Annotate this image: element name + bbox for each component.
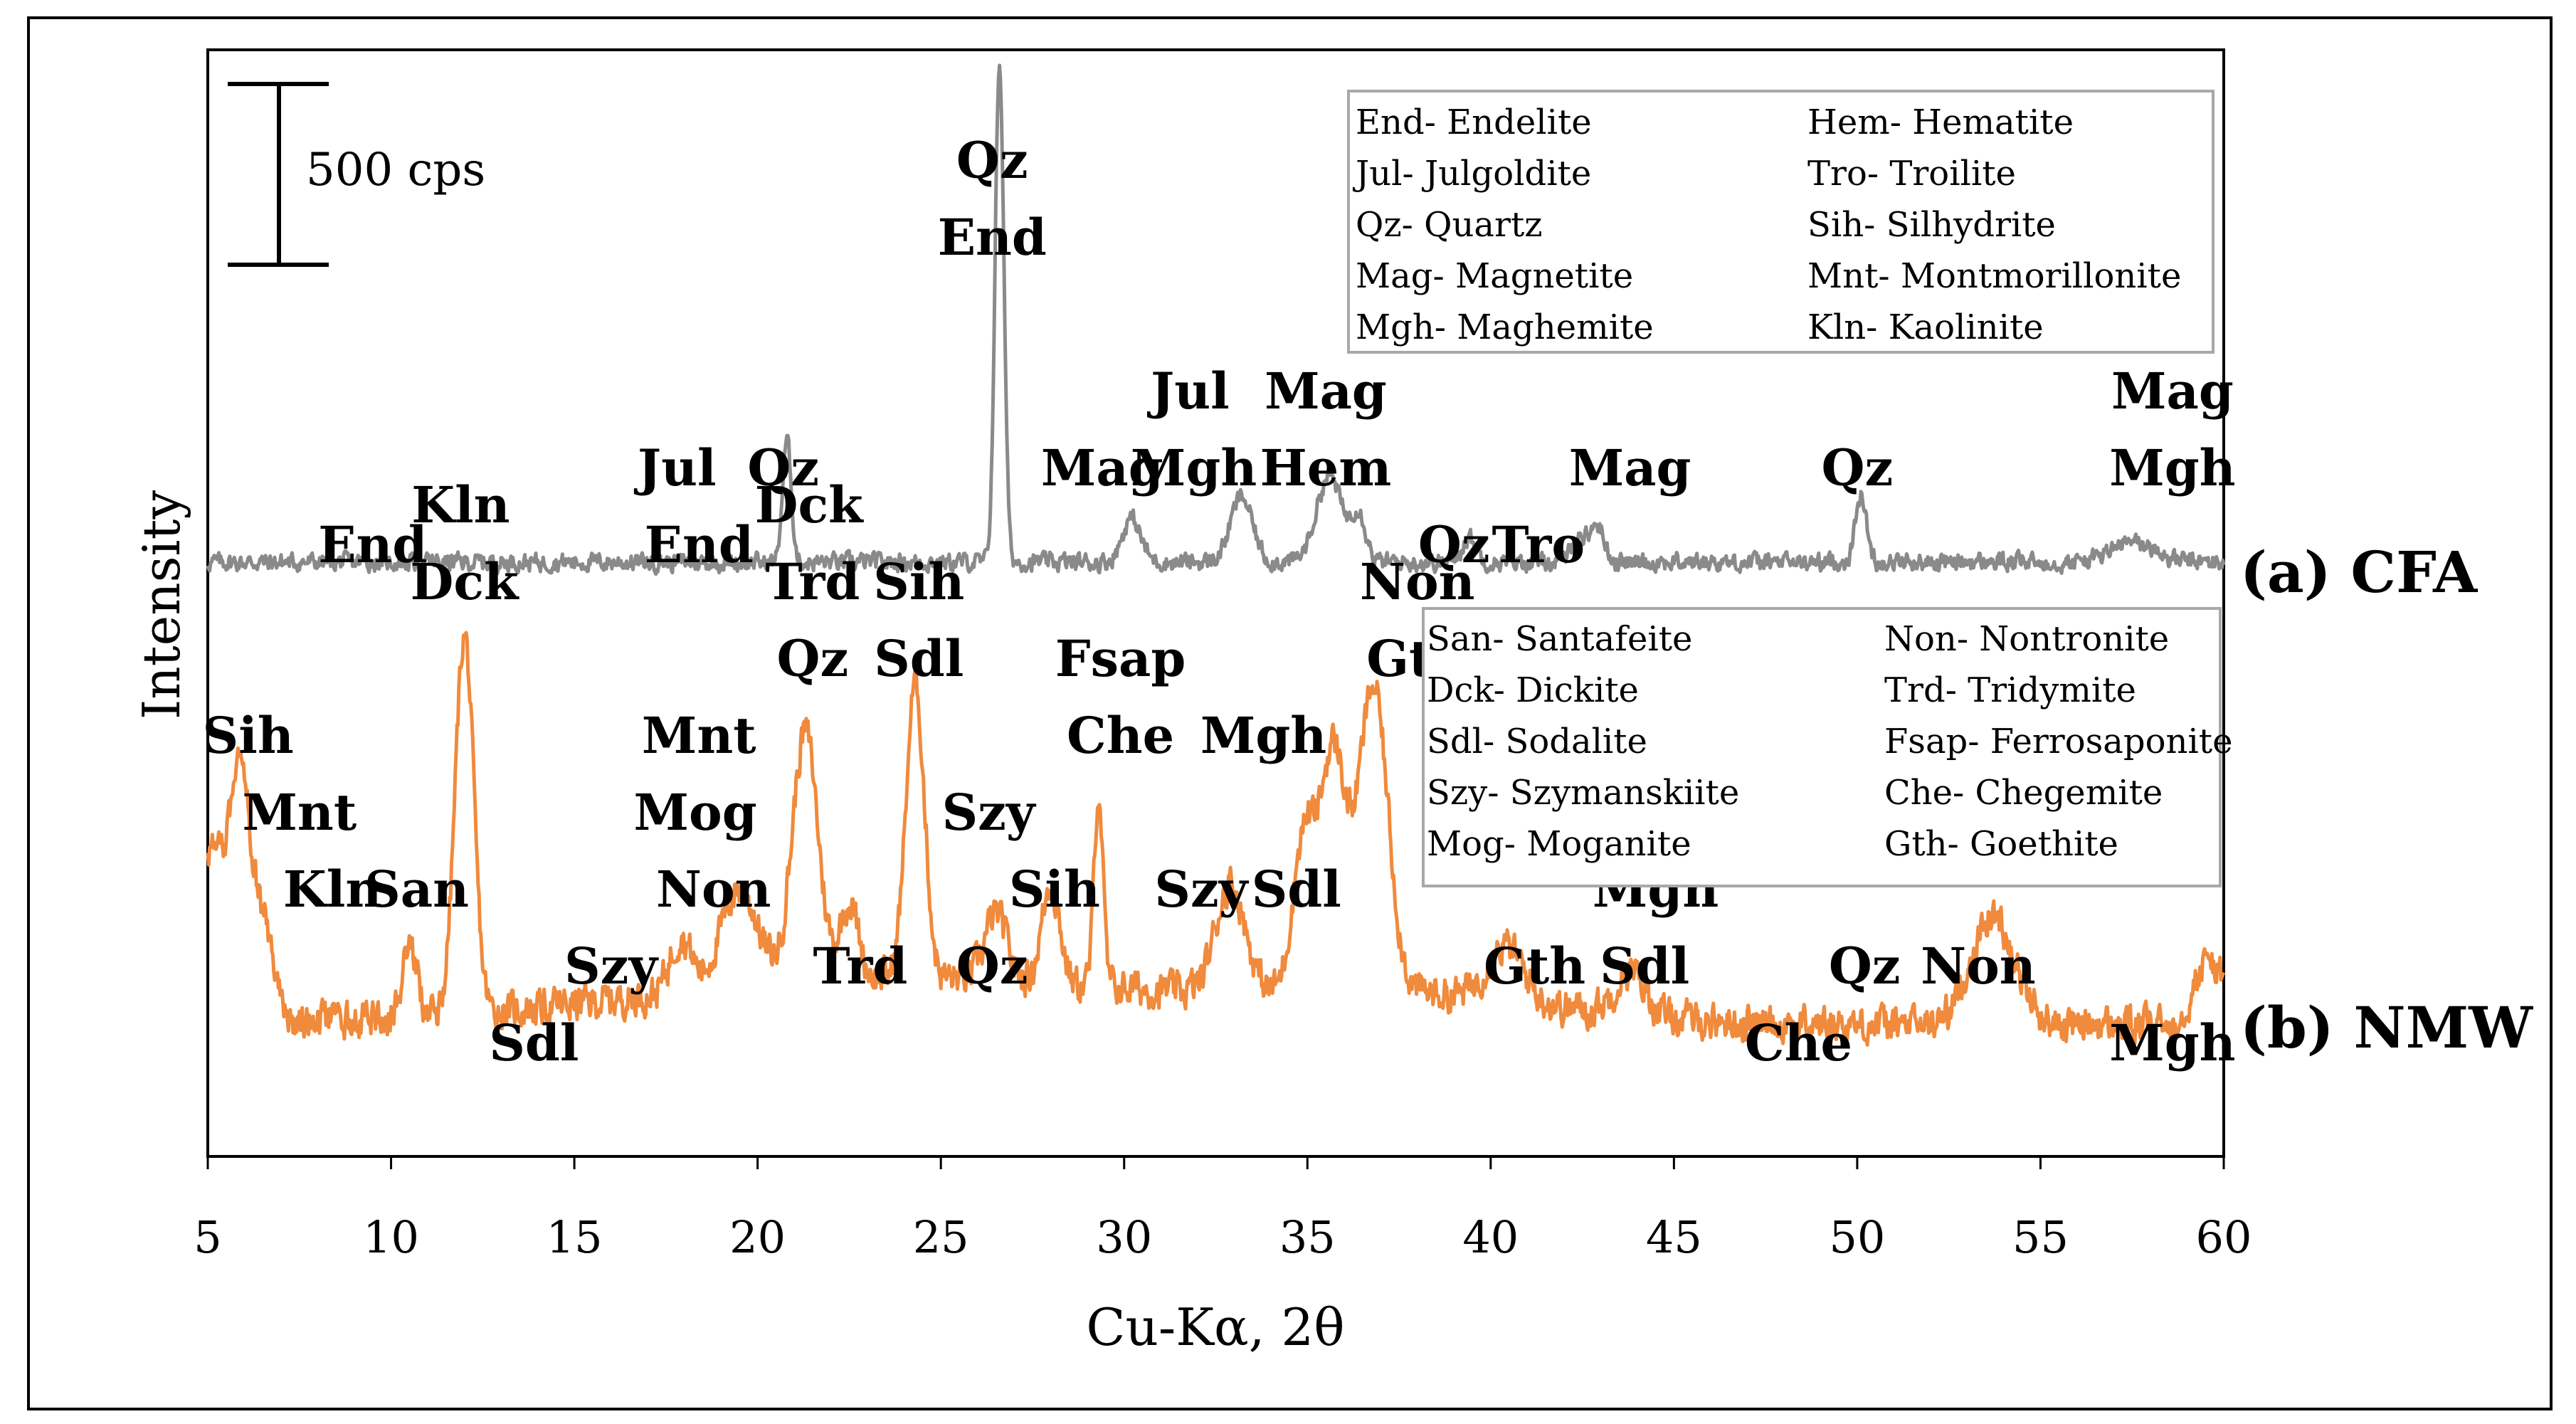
- series-label-cfa: (a) CFA: [2240, 539, 2478, 606]
- peak-label: Dck: [755, 475, 864, 534]
- x-tick-label: 55: [2012, 1211, 2069, 1263]
- peak-label: Sih: [1009, 860, 1100, 919]
- peak-label: Mnt: [242, 783, 357, 842]
- peak-label: Mgh: [2109, 438, 2235, 497]
- legend-cfa-entry: Qz- Quartz: [1356, 205, 1543, 245]
- peak-label: Jul: [1146, 362, 1230, 421]
- legend-nmw-entry: Mog- Moganite: [1427, 824, 1691, 864]
- legend-cfa-entry: Mgh- Maghemite: [1356, 307, 1654, 347]
- peak-label: Qz: [777, 629, 849, 688]
- peak-label: Sdl: [874, 629, 964, 688]
- peak-label: Qz: [956, 131, 1028, 190]
- legend-nmw-entry: Szy- Szymanskiite: [1427, 773, 1739, 813]
- x-tick-label: 15: [547, 1211, 603, 1263]
- legend-nmw-entry: Che- Chegemite: [1884, 773, 2163, 813]
- peak-label: Mag: [1041, 438, 1163, 497]
- peak-label: Mog: [634, 783, 757, 842]
- legend-cfa-entry: Mag- Magnetite: [1356, 256, 1633, 296]
- peak-label: Mgh: [2109, 1013, 2235, 1072]
- plot-area-frame: [206, 48, 2225, 1158]
- legend-cfa: End- Endelite Jul- Julgoldite Qz- Quartz…: [1347, 90, 2215, 354]
- x-axis-title: Cu-Kα, 2θ: [1086, 1297, 1344, 1357]
- peak-label: Qz: [1829, 937, 1901, 996]
- peak-label: Non: [656, 860, 771, 919]
- scale-bar-label: 500 cps: [306, 144, 485, 196]
- peak-label: Tro: [1492, 515, 1585, 574]
- legend-cfa-entry: End- Endelite: [1356, 102, 1592, 142]
- legend-cfa-entry: Sih- Silhydrite: [1807, 205, 2056, 245]
- peak-label: Sih: [203, 706, 294, 765]
- x-tick-label: 40: [1462, 1211, 1519, 1263]
- peak-label: Fsap: [1055, 629, 1186, 688]
- peak-label: Mgh: [1200, 706, 1326, 765]
- peak-label: Non: [1360, 552, 1475, 611]
- y-axis-title: Intensity: [132, 490, 191, 720]
- series-line-cfa: [206, 63, 2226, 576]
- peak-label: Dck: [411, 552, 519, 611]
- peak-label: Trd: [765, 552, 860, 611]
- x-tick-label: 35: [1279, 1211, 1336, 1263]
- legend-cfa-entry: Jul- Julgoldite: [1352, 154, 1591, 194]
- legend-cfa-entry: Tro- Troilite: [1807, 154, 2016, 194]
- x-tick-label: 25: [913, 1211, 969, 1263]
- legend-nmw: San- Santafeite Dck- Dickite Sdl- Sodali…: [1422, 607, 2232, 887]
- peak-label: Non: [1921, 937, 2036, 996]
- peak-labels-nmw: SihMntKlnSanKlnDckSdlSzyMntMogNonDckTrdQ…: [203, 475, 2236, 1072]
- peak-label: Jul: [633, 438, 717, 497]
- peak-label: Gth: [1484, 937, 1585, 996]
- peak-label: Szy: [564, 937, 659, 996]
- peak-label: Szy: [1154, 860, 1249, 919]
- peak-label: Che: [1745, 1013, 1852, 1072]
- legend-nmw-entry: Dck- Dickite: [1427, 670, 1639, 710]
- peak-label: Che: [1067, 706, 1174, 765]
- x-tick-label: 60: [2196, 1211, 2252, 1263]
- legend-nmw-entry: Non- Nontronite: [1884, 619, 2169, 659]
- peak-label: Mgh: [1131, 438, 1257, 497]
- x-tick-label: 50: [1829, 1211, 1885, 1263]
- peak-label: Sih: [873, 552, 964, 611]
- legend-nmw-entry: San- Santafeite: [1427, 619, 1692, 659]
- peak-label: Hem: [1260, 438, 1392, 497]
- peak-label: Sdl: [489, 1013, 579, 1072]
- scale-bar: 500 cps: [228, 82, 485, 267]
- peak-label: Qz: [956, 937, 1028, 996]
- peak-label: Sdl: [1252, 860, 1341, 919]
- peak-label: Sdl: [1600, 937, 1689, 996]
- x-tick-label: 45: [1646, 1211, 1702, 1263]
- peak-label: Kln: [283, 860, 381, 919]
- peak-label: End: [938, 208, 1047, 267]
- legend-cfa-box: [1347, 90, 2215, 354]
- peak-label: Mag: [1569, 438, 1691, 497]
- x-tick-label: 30: [1096, 1211, 1152, 1263]
- peak-label: Qz: [1822, 438, 1894, 497]
- legend-cfa-entry: Hem- Hematite: [1807, 102, 2074, 142]
- x-tick-label: 10: [363, 1211, 419, 1263]
- peak-label: Mag: [2111, 362, 2234, 421]
- peak-label: Qz: [1418, 515, 1490, 574]
- peak-label: Kln: [411, 475, 510, 534]
- x-tick-label: 20: [729, 1211, 786, 1263]
- legend-cfa-entry: Kln- Kaolinite: [1807, 307, 2044, 347]
- figure-border: [27, 16, 2553, 1410]
- legend-nmw-entry: Sdl- Sodalite: [1427, 722, 1647, 761]
- x-axis-ticks: 5 10 15 20 25 30 35 40 45 50 55 60: [194, 1156, 2252, 1263]
- legend-nmw-entry: Trd- Tridymite: [1884, 670, 2136, 710]
- peak-label: San: [364, 860, 469, 919]
- series-label-nmw: (b) NMW: [2240, 994, 2533, 1061]
- peak-label: Szy: [942, 783, 1037, 842]
- peak-label: Trd: [813, 937, 907, 996]
- peak-label: End: [318, 515, 427, 574]
- legend-cfa-entry: Mnt- Montmorillonite: [1807, 256, 2181, 296]
- peak-label: Mag: [1265, 362, 1387, 421]
- legend-nmw-entry: Gth- Goethite: [1884, 824, 2118, 864]
- x-tick-label: 5: [194, 1211, 221, 1263]
- peak-label: Mnt: [642, 706, 756, 765]
- legend-nmw-box: [1422, 607, 2222, 887]
- legend-nmw-entry: Fsap- Ferrosaponite: [1884, 722, 2232, 761]
- series-line-nmw: [206, 631, 2226, 1047]
- peak-label: End: [645, 515, 754, 574]
- peak-label: Qz: [747, 438, 819, 497]
